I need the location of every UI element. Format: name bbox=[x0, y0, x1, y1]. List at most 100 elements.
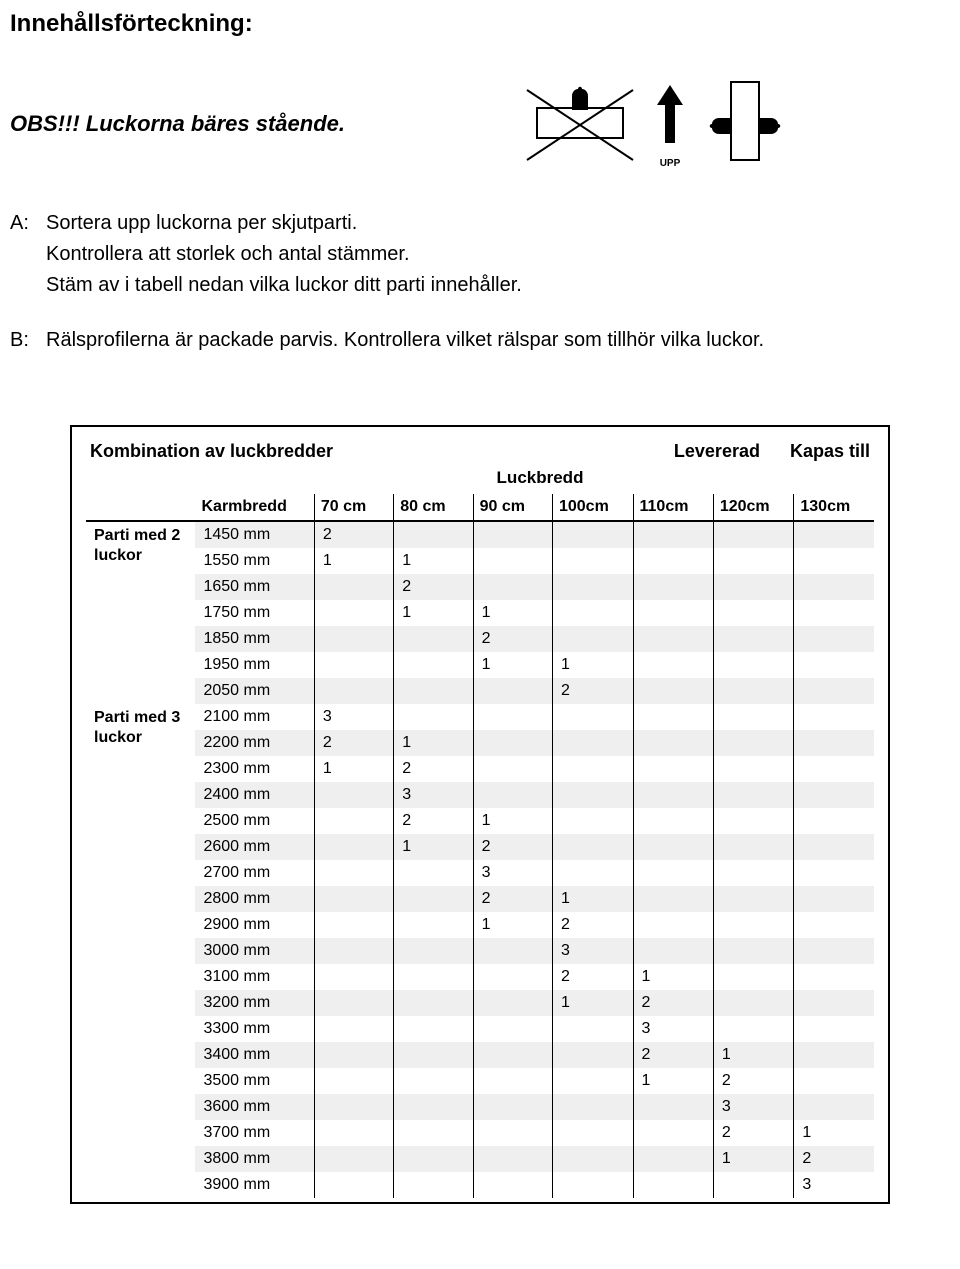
table-row: 3600 mm 3 bbox=[86, 1094, 874, 1120]
value-cell bbox=[394, 704, 473, 730]
karmbredd-cell: 3600 mm bbox=[195, 1094, 314, 1120]
karmbredd-cell: 2900 mm bbox=[195, 912, 314, 938]
value-cell bbox=[473, 1016, 552, 1042]
value-cell bbox=[473, 1068, 552, 1094]
karmbredd-cell: 3100 mm bbox=[195, 964, 314, 990]
table-row: 3900 mm3 bbox=[86, 1172, 874, 1198]
value-cell bbox=[794, 912, 874, 938]
instruction-line: Stäm av i tabell nedan vilka luckor ditt… bbox=[10, 271, 950, 300]
value-cell: 2 bbox=[394, 808, 473, 834]
value-cell bbox=[314, 938, 393, 964]
value-cell bbox=[794, 574, 874, 600]
value-cell bbox=[473, 964, 552, 990]
value-cell bbox=[552, 834, 633, 860]
karmbredd-cell: 1650 mm bbox=[195, 574, 314, 600]
value-cell bbox=[713, 964, 794, 990]
table-row: 3000 mm3 bbox=[86, 938, 874, 964]
value-cell bbox=[473, 1172, 552, 1198]
value-cell bbox=[314, 626, 393, 652]
table-row: 2900 mm12 bbox=[86, 912, 874, 938]
value-cell bbox=[633, 730, 713, 756]
value-cell bbox=[394, 1068, 473, 1094]
value-cell: 2 bbox=[552, 912, 633, 938]
value-cell bbox=[314, 1094, 393, 1120]
value-cell bbox=[633, 1172, 713, 1198]
value-cell bbox=[794, 652, 874, 678]
value-cell bbox=[633, 886, 713, 912]
value-cell bbox=[794, 756, 874, 782]
value-cell bbox=[713, 938, 794, 964]
table-row: 2600 mm12 bbox=[86, 834, 874, 860]
value-cell bbox=[394, 1016, 473, 1042]
value-cell bbox=[552, 548, 633, 574]
value-cell bbox=[314, 678, 393, 704]
value-cell: 1 bbox=[314, 548, 393, 574]
karmbredd-cell: 2600 mm bbox=[195, 834, 314, 860]
value-cell bbox=[713, 626, 794, 652]
value-cell bbox=[794, 808, 874, 834]
value-cell bbox=[794, 834, 874, 860]
value-cell: 1 bbox=[394, 600, 473, 626]
value-cell bbox=[314, 1146, 393, 1172]
value-cell: 1 bbox=[713, 1146, 794, 1172]
value-cell bbox=[394, 1172, 473, 1198]
value-cell bbox=[394, 990, 473, 1016]
value-cell bbox=[633, 782, 713, 808]
karmbredd-cell: 2050 mm bbox=[195, 678, 314, 704]
karmbredd-cell: 3900 mm bbox=[195, 1172, 314, 1198]
karmbredd-cell: 2400 mm bbox=[195, 782, 314, 808]
value-cell bbox=[314, 860, 393, 886]
value-cell bbox=[633, 834, 713, 860]
value-cell bbox=[394, 860, 473, 886]
obs-row: OBS!!! Luckorna bäres stående. bbox=[10, 78, 950, 169]
value-cell bbox=[713, 1016, 794, 1042]
value-cell bbox=[552, 1094, 633, 1120]
value-cell bbox=[552, 756, 633, 782]
table-row: 2300 mm12 bbox=[86, 756, 874, 782]
value-cell bbox=[713, 521, 794, 548]
table-row: 3700 mm21 bbox=[86, 1120, 874, 1146]
value-cell bbox=[314, 912, 393, 938]
value-cell bbox=[633, 938, 713, 964]
value-cell bbox=[314, 782, 393, 808]
value-cell: 2 bbox=[794, 1146, 874, 1172]
value-cell bbox=[794, 964, 874, 990]
value-cell: 1 bbox=[633, 964, 713, 990]
karmbredd-header: Karmbredd bbox=[195, 494, 314, 521]
value-cell bbox=[394, 938, 473, 964]
value-cell bbox=[794, 521, 874, 548]
value-cell: 1 bbox=[314, 756, 393, 782]
value-cell: 2 bbox=[713, 1068, 794, 1094]
value-cell bbox=[633, 548, 713, 574]
value-cell bbox=[633, 678, 713, 704]
value-cell bbox=[794, 730, 874, 756]
value-cell: 3 bbox=[713, 1094, 794, 1120]
value-cell bbox=[713, 756, 794, 782]
value-cell: 2 bbox=[473, 626, 552, 652]
value-cell: 2 bbox=[314, 521, 393, 548]
value-cell bbox=[713, 782, 794, 808]
value-cell: 2 bbox=[552, 678, 633, 704]
value-cell bbox=[633, 600, 713, 626]
value-cell bbox=[633, 860, 713, 886]
karmbredd-cell: 1750 mm bbox=[195, 600, 314, 626]
value-cell: 1 bbox=[473, 600, 552, 626]
value-cell bbox=[713, 860, 794, 886]
column-header: 70 cm bbox=[314, 494, 393, 521]
carry-horizontal-crossed-icon bbox=[525, 86, 635, 169]
table-row: 2500 mm21 bbox=[86, 808, 874, 834]
table-row: 1650 mm2 bbox=[86, 574, 874, 600]
column-header: 100cm bbox=[552, 494, 633, 521]
value-cell bbox=[314, 886, 393, 912]
value-cell bbox=[394, 1146, 473, 1172]
table-row: 2200 mm21 bbox=[86, 730, 874, 756]
karmbredd-cell: 3400 mm bbox=[195, 1042, 314, 1068]
karmbredd-cell: 3300 mm bbox=[195, 1016, 314, 1042]
value-cell bbox=[794, 938, 874, 964]
obs-text: OBS!!! Luckorna bäres stående. bbox=[10, 111, 345, 137]
instruction-line: Kontrollera att storlek och antal stämme… bbox=[10, 240, 950, 269]
value-cell bbox=[394, 1094, 473, 1120]
upp-label: UPP bbox=[653, 158, 687, 169]
luckbredd-table: Karmbredd 70 cm80 cm90 cm100cm110cm120cm… bbox=[86, 494, 874, 1198]
value-cell bbox=[473, 1146, 552, 1172]
